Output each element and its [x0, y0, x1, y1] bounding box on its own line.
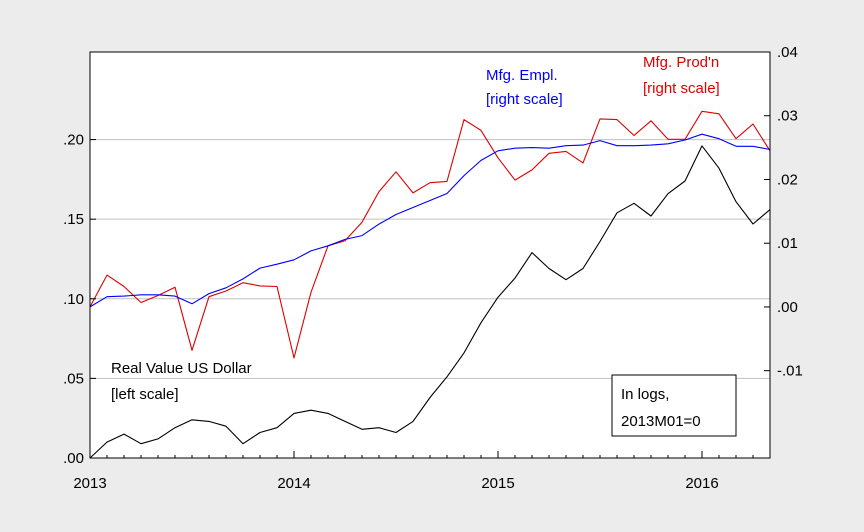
label-mfg-empl-line1: Mfg. Empl.	[486, 67, 558, 84]
series-layer	[89, 110, 771, 459]
axes: .00 .05 .10 .15 .20 -.01 .00 .01 .02 .03 .04 2013 20…	[63, 44, 803, 492]
x-tick-label: 2014	[277, 475, 310, 492]
label-mfg-prodn-line1: Mfg. Prod'n	[643, 54, 719, 71]
x-tick-label: 2013	[73, 475, 106, 492]
series-line-mfg-prod-n	[89, 110, 771, 359]
series-line-mfg-empl	[89, 133, 771, 308]
right-tick-label: .01	[777, 235, 798, 252]
right-tick-label: .02	[777, 171, 798, 188]
x-tick-label: 2016	[685, 475, 718, 492]
label-real-value-line1: Real Value US Dollar	[111, 360, 252, 377]
series-line-real-value-us-dollar	[89, 145, 771, 459]
left-tick-label: .05	[63, 370, 84, 387]
label-real-value-line2: [left scale]	[111, 386, 179, 403]
left-tick-label: .15	[63, 211, 84, 228]
annotation-box-frame	[611, 374, 737, 437]
label-mfg-prodn-line2: [right scale]	[643, 80, 720, 97]
right-tick-label: .04	[777, 44, 798, 61]
label-mfg-prodn: Mfg. Prod'n [right scale]	[643, 54, 720, 97]
right-tick-label: .00	[777, 299, 798, 316]
left-tick-label: .00	[63, 450, 84, 467]
right-tick-label: -.01	[777, 363, 803, 380]
label-mfg-empl: Mfg. Empl. [right scale]	[486, 67, 563, 108]
label-mfg-empl-line2: [right scale]	[486, 91, 563, 108]
right-tick-label: .03	[777, 108, 798, 125]
left-tick-label: .20	[63, 132, 84, 149]
label-real-value-us-dollar: Real Value US Dollar [left scale]	[111, 360, 252, 403]
left-tick-label: .10	[63, 291, 84, 308]
annotation-line1: In logs,	[621, 386, 669, 403]
annotation-box: In logs, 2013M01=0	[611, 374, 737, 437]
x-tick-label: 2015	[481, 475, 514, 492]
annotation-line2: 2013M01=0	[621, 413, 701, 430]
